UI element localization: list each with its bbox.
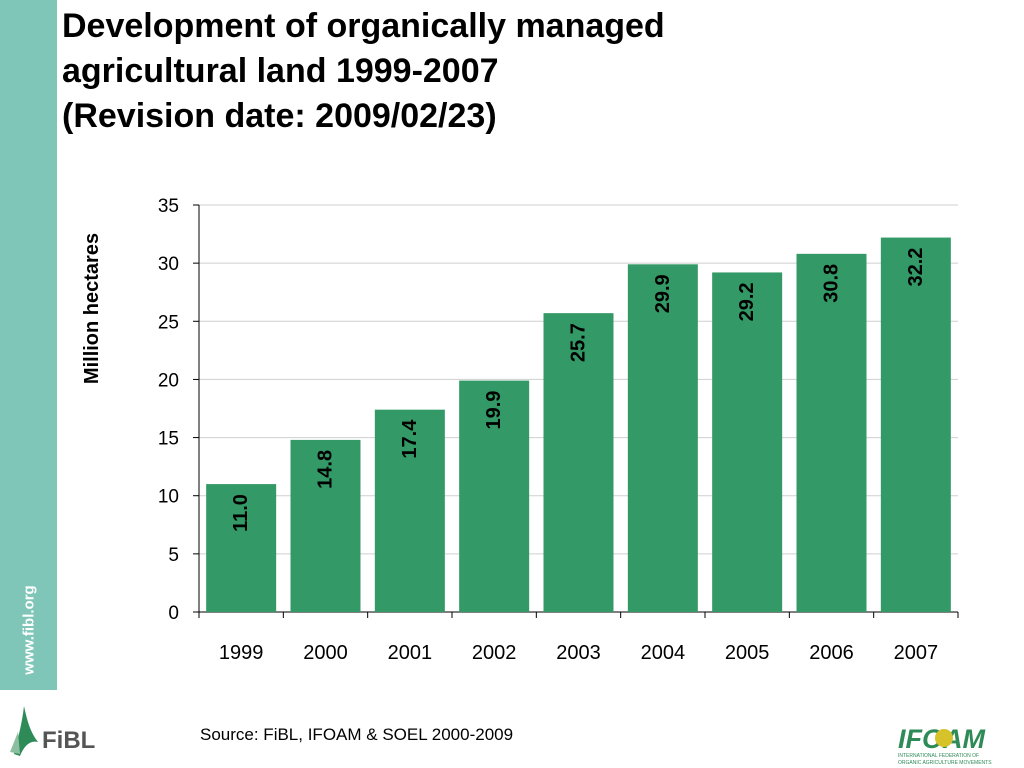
fibl-logo: FiBL bbox=[10, 706, 95, 756]
bar bbox=[290, 439, 361, 612]
bar-value-label: 25.7 bbox=[568, 323, 590, 362]
y-tick-label: 30 bbox=[158, 254, 179, 275]
x-tick-label: 2007 bbox=[894, 642, 939, 664]
x-tick-label: 1999 bbox=[219, 642, 264, 664]
title-line-3: (Revision date: 2009/02/23) bbox=[62, 97, 497, 135]
title-line-2: agricultural land 1999-2007 bbox=[62, 52, 499, 90]
slide-title: Development of organically managed agric… bbox=[62, 4, 962, 139]
bar-value-label: 14.8 bbox=[315, 450, 337, 489]
ifoam-logo: IFOAM INTERNATIONAL FEDERATION OF ORGANI… bbox=[898, 724, 992, 766]
title-line-1: Development of organically managed bbox=[62, 7, 665, 45]
bar-value-label: 30.8 bbox=[821, 264, 843, 303]
y-tick-label: 5 bbox=[168, 545, 179, 566]
bar bbox=[627, 264, 698, 612]
x-tick-label: 2005 bbox=[725, 642, 770, 664]
bar bbox=[796, 253, 867, 612]
bar-value-label: 29.9 bbox=[652, 274, 674, 313]
bar-value-label: 32.2 bbox=[905, 248, 927, 287]
bar-value-label: 11.0 bbox=[230, 494, 252, 532]
bar-value-label: 19.9 bbox=[483, 391, 505, 430]
side-bar bbox=[0, 0, 57, 690]
x-tick-label: 2002 bbox=[472, 642, 517, 664]
y-axis-title: Million hectares bbox=[81, 233, 103, 384]
bar bbox=[459, 380, 530, 612]
bar-value-label: 29.2 bbox=[736, 282, 758, 321]
y-tick-label: 15 bbox=[158, 429, 179, 450]
x-tick-label: 2006 bbox=[809, 642, 854, 664]
x-tick-label: 2003 bbox=[556, 642, 601, 664]
x-tick-label: 2000 bbox=[303, 642, 348, 664]
bar bbox=[880, 237, 951, 612]
globe-icon bbox=[935, 729, 953, 747]
source-note: Source: FiBL, IFOAM & SOEL 2000-2009 bbox=[200, 725, 514, 744]
y-tick-label: 10 bbox=[158, 487, 179, 508]
x-tick-label: 2001 bbox=[388, 642, 433, 664]
ifoam-tagline-2: ORGANIC AGRICULTURE MOVEMENTS bbox=[898, 760, 992, 766]
y-tick-label: 0 bbox=[168, 603, 179, 624]
y-tick-label: 25 bbox=[158, 312, 179, 333]
bar-chart: 0 5 10 15 20 25 30 35 Million hectares 11.0 1999 14… bbox=[81, 196, 959, 664]
fibl-logo-text: FiBL bbox=[42, 727, 95, 754]
bar-value-label: 17.4 bbox=[399, 419, 421, 459]
ifoam-tagline-1: INTERNATIONAL FEDERATION OF bbox=[898, 753, 979, 759]
bar bbox=[206, 484, 277, 612]
y-tick-label: 35 bbox=[158, 196, 179, 217]
bar bbox=[543, 313, 614, 612]
x-tick-label: 2004 bbox=[641, 642, 686, 664]
bar bbox=[712, 272, 783, 612]
y-tick-label: 20 bbox=[158, 370, 179, 391]
bar bbox=[374, 409, 445, 612]
